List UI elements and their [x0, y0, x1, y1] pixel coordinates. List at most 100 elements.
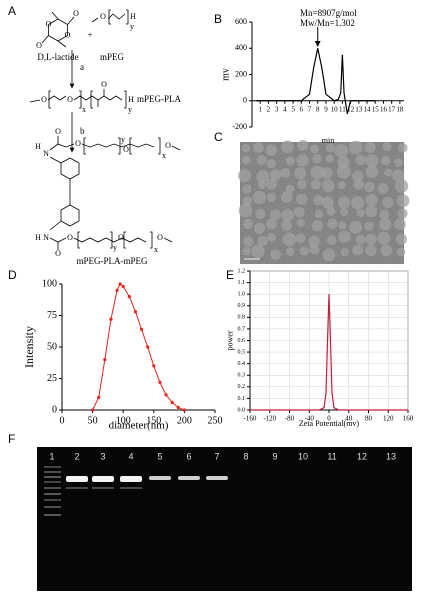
x-tick-label: 12 — [347, 105, 355, 113]
atom: O — [123, 145, 129, 154]
data-point — [109, 317, 113, 321]
y-axis-label: power — [226, 330, 235, 350]
x-tick-label: 10 — [331, 105, 339, 113]
band — [66, 476, 88, 482]
panel-label: B — [214, 12, 222, 26]
bond — [67, 16, 75, 25]
y-tick-label: 0.8 — [238, 315, 246, 321]
atom: O — [65, 30, 71, 39]
y-tick-label: 0.1 — [238, 396, 246, 402]
lane-label: 7 — [214, 451, 219, 461]
x-tick-label: 100 — [116, 415, 131, 426]
atom: y — [128, 105, 132, 114]
gel-background — [37, 447, 412, 591]
x-tick-label: 9 — [324, 105, 328, 113]
lane-label: 5 — [157, 451, 162, 461]
atom: O — [73, 9, 79, 18]
reactant-label: D,L-lactide — [37, 52, 78, 62]
data-point — [170, 400, 174, 405]
bond — [103, 95, 123, 101]
y-tick-label: 50 — [47, 341, 57, 352]
x-tick-label: 7 — [308, 105, 312, 113]
lane-label: 13 — [386, 451, 396, 461]
lane-label: 4 — [128, 451, 133, 461]
bracket — [48, 90, 51, 109]
atom: y — [113, 243, 117, 252]
data-point — [91, 408, 95, 412]
y-tick-label: 1.1 — [238, 280, 246, 286]
atom: H — [130, 12, 136, 21]
atom: O — [55, 127, 61, 136]
atom: O — [101, 80, 107, 89]
y-tick-label: 0 — [52, 404, 57, 415]
data-point — [97, 395, 101, 399]
band — [206, 476, 228, 480]
band — [120, 476, 142, 482]
y-tick-label: 0.5 — [238, 349, 246, 355]
plus: + — [87, 30, 92, 40]
ladder-band — [44, 471, 61, 473]
lane-label: 2 — [74, 451, 79, 461]
atom: O — [75, 139, 81, 148]
y-tick-label: 0.2 — [238, 384, 246, 390]
x-tick-label: 0 — [327, 415, 331, 423]
lane-label: 11 — [327, 451, 336, 461]
bracket — [110, 231, 113, 249]
y-tick-label: 100 — [42, 278, 57, 289]
x-tick-label: 8 — [316, 105, 320, 113]
y-tick-label: 75 — [47, 310, 57, 321]
bracket — [126, 9, 129, 25]
y-tick-label: 25 — [47, 373, 57, 384]
x-tick-label: -120 — [263, 415, 276, 423]
x-tick-label: -80 — [285, 415, 295, 423]
data-line — [250, 294, 408, 411]
x-tick-label: 16 — [380, 105, 388, 113]
lane-label: 6 — [186, 451, 191, 461]
atom: O — [100, 12, 106, 21]
scheme: O O O O D,L-lactide + O y H mPEG a O O x… — [29, 9, 182, 266]
y-axis-label: mv — [221, 68, 232, 81]
bracket — [108, 9, 111, 25]
ladder-band — [44, 487, 61, 489]
x-tick-label: 15 — [372, 105, 380, 113]
atom: x — [154, 245, 158, 254]
panel-label: E — [226, 268, 234, 282]
ladder-band — [44, 481, 61, 483]
data-point — [127, 295, 131, 299]
y-tick-label: 0.6 — [238, 338, 246, 344]
atom: N — [43, 233, 49, 242]
x-tick-label: 14 — [364, 105, 372, 113]
x-tick-label: 18 — [396, 105, 404, 113]
data-point — [158, 380, 162, 384]
data-point — [139, 327, 144, 331]
step-label: a — [80, 62, 84, 72]
band — [92, 476, 114, 482]
x-tick-label: -40 — [305, 415, 315, 423]
bracket — [129, 137, 132, 155]
x-tick-label: 50 — [88, 415, 98, 426]
bracket — [79, 90, 82, 109]
bond — [41, 35, 49, 44]
panel-label: C — [214, 130, 223, 144]
product-label: mPEG-PLA-mPEG — [76, 256, 148, 266]
bond — [163, 237, 173, 243]
bracket — [90, 90, 93, 109]
y-axis-label: Intensity — [22, 326, 36, 368]
annotation: Mw/Mn=1.302 — [300, 18, 355, 28]
x-tick-label: 6 — [300, 105, 304, 113]
lane-label: 10 — [298, 451, 308, 461]
bond — [49, 220, 62, 231]
y-tick-label: -200 — [232, 122, 247, 131]
gel-image: 1 2 3 4 5 6 7 8 9 10 11 12 13 — [37, 447, 412, 591]
x-tick-label: 1 — [258, 105, 262, 113]
atom: O — [67, 233, 73, 242]
atom: O — [67, 95, 73, 104]
bond — [29, 99, 41, 103]
band — [92, 487, 114, 489]
ring — [60, 157, 80, 180]
x-tick-label: 0 — [60, 415, 65, 426]
ladder-band — [44, 499, 61, 501]
bond — [171, 145, 181, 151]
atom: O — [157, 233, 163, 242]
y-tick-label: 0 — [243, 96, 247, 105]
